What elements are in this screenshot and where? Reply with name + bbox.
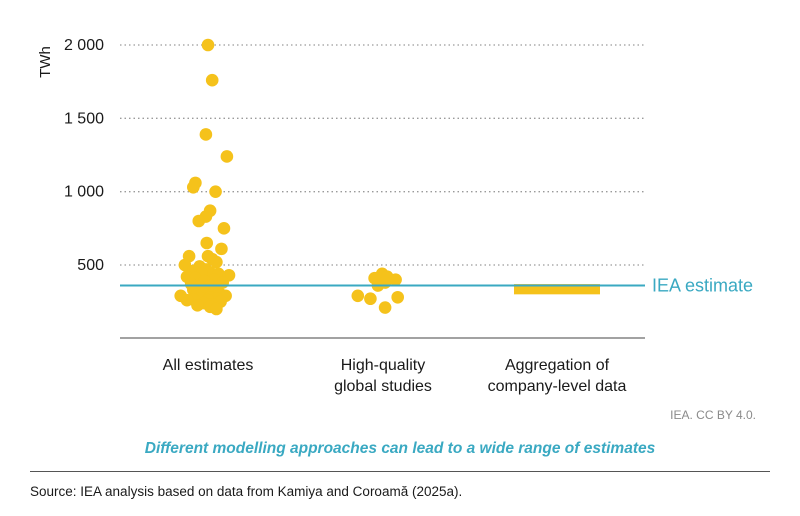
category-label: All estimates xyxy=(163,357,254,374)
data-point xyxy=(200,236,214,250)
data-point xyxy=(215,242,228,256)
y-axis-label: TWh xyxy=(37,46,54,78)
data-point xyxy=(389,273,402,286)
source-note: Source: IEA analysis based on data from … xyxy=(30,484,463,499)
category-label: company-level data xyxy=(488,378,627,395)
data-point xyxy=(210,302,223,316)
chart-subtitle: Different modelling approaches can lead … xyxy=(144,440,656,457)
category-label: Aggregation of xyxy=(505,357,610,374)
y-tick-label: 1 500 xyxy=(64,110,104,127)
data-point xyxy=(210,255,223,269)
data-point xyxy=(378,301,392,314)
data-point xyxy=(187,180,200,194)
y-tick-label: 2 000 xyxy=(64,37,104,54)
credit-text: IEA. CC BY 4.0. xyxy=(670,408,756,422)
data-point xyxy=(180,293,194,307)
data-point xyxy=(217,222,231,235)
data-point xyxy=(391,290,405,304)
divider xyxy=(30,471,770,472)
data-point xyxy=(199,128,213,141)
category-label: global studies xyxy=(334,378,432,395)
data-point xyxy=(191,299,204,312)
data-point xyxy=(220,150,234,163)
data-point xyxy=(205,73,219,87)
reference-line-label: IEA estimate xyxy=(652,276,753,296)
chart: 500 1 000 1 500 2 000 TWh IEA estimate All est… xyxy=(37,37,753,395)
data-point xyxy=(351,289,365,303)
y-tick-label: 1 000 xyxy=(64,184,104,201)
data-point xyxy=(364,292,377,306)
range-bar xyxy=(514,284,600,295)
data-point xyxy=(209,185,222,198)
category-label: High-quality xyxy=(341,357,425,374)
data-point xyxy=(192,214,206,228)
data-point xyxy=(201,38,215,52)
y-tick-label: 500 xyxy=(77,257,104,274)
